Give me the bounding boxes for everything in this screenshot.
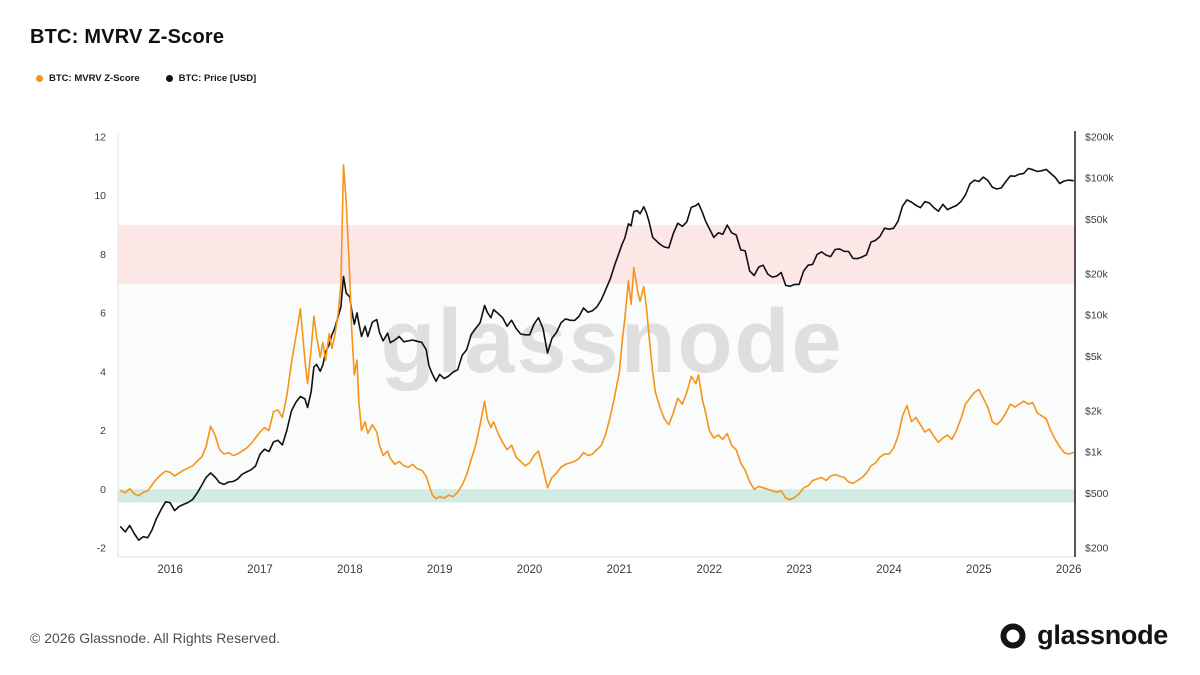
mvrv-series-dot-icon: [36, 75, 43, 82]
year-axis-tick-label: 2020: [517, 564, 543, 576]
price-axis-tick-label: $2k: [1085, 406, 1103, 418]
year-axis-tick-label: 2022: [696, 564, 722, 576]
price-axis-tick-label: $50k: [1085, 214, 1109, 226]
year-axis-tick-label: 2019: [427, 564, 453, 576]
zscore-axis-tick-label: 10: [94, 190, 106, 202]
zscore-axis-tick-label: -2: [97, 543, 106, 555]
price-axis-tick-label: $500: [1085, 488, 1109, 500]
price-axis-tick-label: $200: [1085, 543, 1109, 555]
price-axis-tick-label: $100k: [1085, 173, 1114, 185]
zscore-axis-tick-label: 12: [94, 132, 106, 144]
year-axis-tick-label: 2025: [966, 564, 992, 576]
year-axis-tick-label: 2017: [247, 564, 273, 576]
series-line-btc-price: [119, 167, 1074, 541]
footer-copyright: © 2026 Glassnode. All Rights Reserved.: [30, 630, 281, 646]
year-axis-tick-label: 2023: [786, 564, 812, 576]
legend-label-mvrv: BTC: MVRV Z-Score: [49, 73, 140, 84]
glassnode-logo-icon: [1000, 623, 1026, 648]
price-axis-tick-label: $20k: [1085, 269, 1109, 281]
zscore-axis-tick-label: 2: [100, 425, 106, 437]
zscore-axis-tick-label: 8: [100, 249, 106, 261]
price-axis-tick-label: $200k: [1085, 132, 1114, 144]
glassnode-watermark: glassnode: [380, 292, 843, 392]
zscore-axis-tick-label: 6: [100, 308, 106, 320]
year-axis-tick-label: 2018: [337, 564, 363, 576]
legend-label-price: BTC: Price [USD]: [178, 73, 257, 84]
year-axis-tick-label: 2016: [157, 564, 183, 576]
series-line-mvrv-zscore: [119, 164, 1074, 501]
zscore-axis-tick-label: 0: [100, 484, 106, 496]
zone-band: [118, 489, 1075, 503]
legend-item-price[interactable]: BTC: Price [USD]: [165, 73, 257, 84]
price-axis-tick-label: $10k: [1085, 310, 1109, 322]
legend-item-mvrv[interactable]: BTC: MVRV Z-Score: [36, 73, 140, 84]
price-axis-tick-label: $5k: [1085, 351, 1103, 363]
price-series-dot-icon: [165, 75, 173, 82]
year-axis-tick-label: 2021: [607, 564, 633, 576]
page-title: BTC: MVRV Z-Score: [30, 26, 225, 48]
zone-band: [118, 225, 1075, 284]
glassnode-logo-text: glassnode: [1037, 620, 1168, 650]
zscore-axis-tick-label: 4: [100, 366, 106, 378]
glassnode-brand[interactable]: glassnode: [998, 620, 1168, 651]
year-axis-tick-label: 2026: [1056, 564, 1082, 576]
chart-legend: BTC: MVRV Z-Score BTC: Price [USD]: [36, 73, 256, 84]
price-axis-tick-label: $1k: [1085, 447, 1103, 459]
year-axis-tick-label: 2024: [876, 564, 902, 576]
